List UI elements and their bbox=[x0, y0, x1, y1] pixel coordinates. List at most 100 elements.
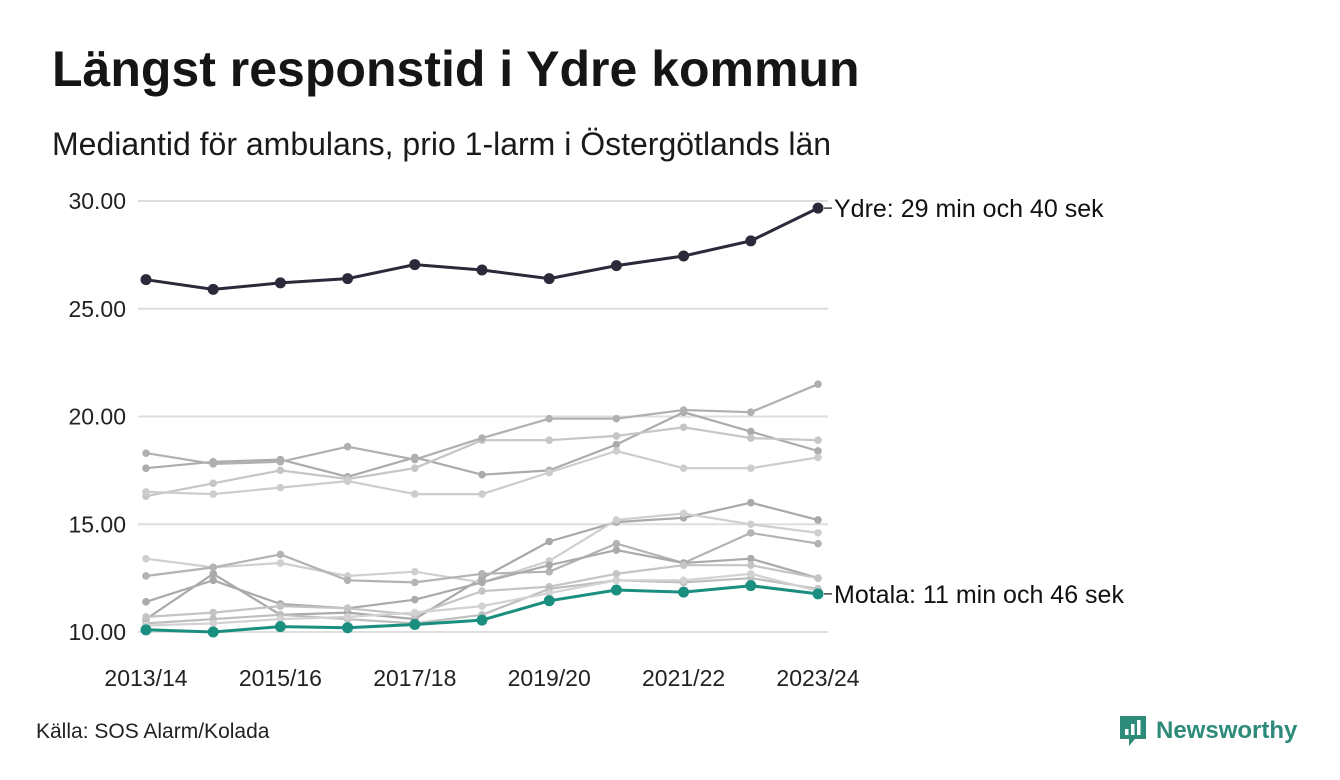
data-point bbox=[478, 470, 486, 479]
data-point bbox=[209, 490, 217, 498]
y-tick-label: 25.00 bbox=[68, 296, 126, 322]
data-point bbox=[543, 273, 555, 285]
data-point bbox=[142, 598, 150, 606]
data-point bbox=[411, 567, 419, 576]
data-point bbox=[209, 576, 217, 585]
data-point bbox=[812, 588, 824, 600]
data-point bbox=[679, 576, 688, 585]
data-point bbox=[276, 559, 285, 567]
y-tick-label: 20.00 bbox=[68, 404, 126, 430]
x-tick-label: 2015/16 bbox=[239, 665, 322, 691]
data-point bbox=[610, 260, 622, 272]
data-point bbox=[209, 563, 217, 572]
data-point bbox=[747, 529, 755, 537]
series-end-labels: Ydre: 29 min och 40 sek Motala: 11 min oc… bbox=[824, 195, 1124, 609]
data-point bbox=[679, 464, 688, 473]
data-point bbox=[545, 561, 553, 569]
data-point bbox=[545, 589, 553, 598]
data-point bbox=[545, 567, 553, 576]
data-point bbox=[612, 570, 621, 578]
data-point bbox=[276, 615, 285, 623]
data-point bbox=[343, 477, 352, 485]
data-point bbox=[209, 608, 217, 617]
source-note: Källa: SOS Alarm/Kolada bbox=[36, 720, 270, 743]
series-highlight bbox=[140, 580, 824, 638]
data-point bbox=[747, 464, 755, 473]
data-point bbox=[207, 626, 219, 638]
data-point bbox=[209, 570, 217, 578]
data-point bbox=[343, 613, 352, 621]
data-point bbox=[812, 202, 824, 214]
data-point bbox=[747, 434, 755, 442]
data-point bbox=[342, 273, 354, 285]
data-point bbox=[679, 423, 688, 432]
data-point bbox=[612, 576, 621, 585]
series-background bbox=[142, 561, 822, 621]
data-point bbox=[747, 554, 755, 563]
data-point bbox=[610, 584, 622, 596]
series-background bbox=[142, 529, 822, 587]
data-point bbox=[545, 468, 553, 477]
data-point bbox=[411, 578, 419, 587]
series-background bbox=[142, 380, 822, 468]
data-point bbox=[142, 449, 150, 457]
series-background bbox=[142, 408, 822, 481]
data-point bbox=[342, 622, 354, 634]
data-point bbox=[745, 235, 757, 247]
data-point bbox=[612, 539, 621, 548]
data-point bbox=[612, 516, 621, 524]
data-point bbox=[612, 546, 621, 554]
data-point bbox=[745, 580, 757, 592]
data-point bbox=[207, 283, 219, 295]
grid-lines bbox=[138, 200, 828, 633]
data-point bbox=[276, 457, 285, 466]
data-point bbox=[678, 250, 690, 262]
data-point bbox=[411, 464, 419, 473]
data-point bbox=[747, 427, 755, 436]
data-point bbox=[478, 570, 486, 578]
y-tick-label: 10.00 bbox=[68, 619, 126, 645]
x-tick-label: 2019/20 bbox=[508, 665, 591, 691]
data-point bbox=[478, 587, 486, 595]
data-point bbox=[409, 618, 421, 630]
x-tick-label: 2017/18 bbox=[373, 665, 456, 691]
data-point bbox=[747, 520, 755, 529]
data-point bbox=[747, 498, 755, 507]
data-point bbox=[140, 274, 152, 286]
data-point bbox=[478, 602, 486, 610]
series-line bbox=[145, 206, 819, 291]
data-point bbox=[343, 576, 352, 585]
data-point bbox=[545, 537, 553, 546]
data-point bbox=[140, 624, 152, 636]
data-point bbox=[545, 436, 553, 445]
data-point bbox=[476, 264, 488, 276]
y-axis: 10.00 15.00 20.00 25.00 30.00 bbox=[68, 188, 126, 645]
data-point bbox=[209, 619, 217, 628]
series-end-label: Ydre: 29 min och 40 sek bbox=[834, 195, 1104, 223]
data-point bbox=[478, 490, 486, 498]
brand-logo: Newsworthy bbox=[1118, 714, 1297, 748]
data-point bbox=[343, 442, 352, 451]
data-point bbox=[612, 447, 621, 455]
data-point bbox=[814, 529, 822, 537]
newsworthy-logo-icon bbox=[1120, 716, 1146, 746]
data-point bbox=[274, 277, 286, 289]
x-tick-label: 2023/24 bbox=[776, 665, 859, 691]
data-point bbox=[747, 408, 755, 416]
data-point bbox=[276, 550, 285, 559]
y-tick-label: 15.00 bbox=[68, 511, 126, 537]
data-point bbox=[411, 608, 419, 617]
data-point bbox=[209, 479, 217, 488]
x-tick-label: 2013/14 bbox=[104, 665, 187, 691]
series-line bbox=[145, 383, 819, 465]
data-point bbox=[476, 614, 488, 626]
data-point bbox=[612, 432, 621, 440]
data-point bbox=[679, 561, 688, 569]
y-tick-label: 30.00 bbox=[68, 188, 126, 214]
data-point bbox=[545, 414, 553, 423]
data-point bbox=[478, 434, 486, 442]
data-point bbox=[276, 602, 285, 610]
series-layer bbox=[140, 202, 824, 638]
data-point bbox=[343, 604, 352, 613]
